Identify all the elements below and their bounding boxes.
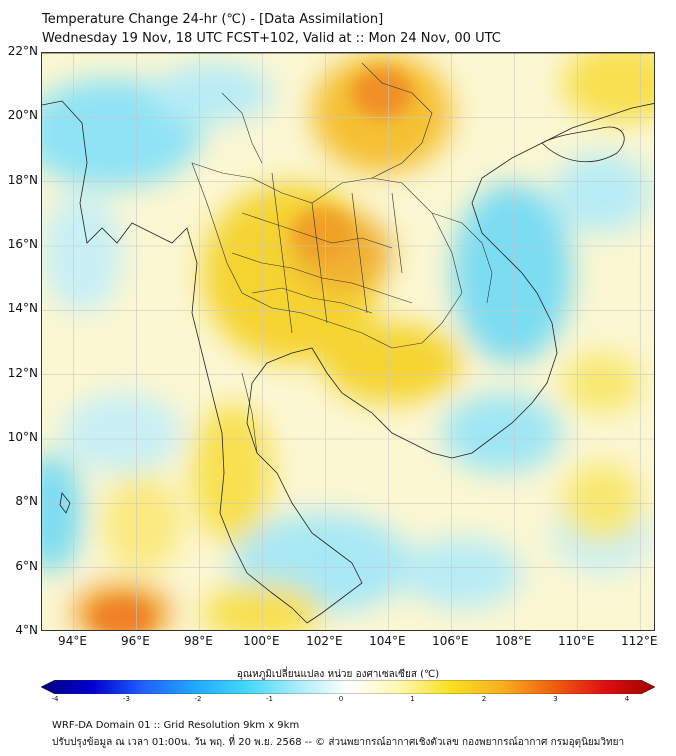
colorbar-tick-label: -3 xyxy=(123,695,130,703)
footer-model-info: WRF-DA Domain 01 :: Grid Resolution 9km … xyxy=(52,720,300,731)
latitude-label: 4°N xyxy=(15,623,38,637)
longitude-label: 106°E xyxy=(432,634,469,648)
latitude-label: 10°N xyxy=(7,430,38,444)
colorbar-tick-label: -1 xyxy=(266,695,273,703)
latitude-label: 20°N xyxy=(7,108,38,123)
colorbar xyxy=(41,680,655,694)
longitude-label: 104°E xyxy=(369,634,406,648)
longitude-label: 102°E xyxy=(306,634,343,648)
colorbar-title: อุณหภูมิเปลี่ยนแปลง หน่วย องศาเซลเซียส (… xyxy=(236,669,440,680)
latitude-label: 18°N xyxy=(7,172,38,187)
latitude-label: 8°N xyxy=(15,494,38,509)
colorbar-tick-label: -2 xyxy=(194,695,202,703)
map-grid xyxy=(42,53,654,630)
longitude-label: 94°E xyxy=(58,634,87,648)
latitude-label: 16°N xyxy=(7,237,38,251)
chart-title: Temperature Change 24-hr (℃) - [Data Ass… xyxy=(42,12,384,27)
longitude-label: 108°E xyxy=(495,634,532,648)
longitude-label: 98°E xyxy=(183,634,213,648)
latitude-label: 22°N xyxy=(7,44,38,58)
longitude-label: 100°E xyxy=(243,634,280,648)
footer-update-info: ปรับปรุงข้อมูล ณ เวลา 01:00น. วัน พฤ. ที… xyxy=(52,737,625,748)
latitude-label: 14°N xyxy=(7,301,38,316)
admin-borders xyxy=(191,62,493,454)
coastlines xyxy=(42,53,654,624)
longitude-label: 110°E xyxy=(558,634,595,648)
latitude-label: 6°N xyxy=(15,558,38,573)
colorbar-tick-label: 2 xyxy=(481,695,487,703)
chart-subtitle: Wednesday 19 Nov, 18 UTC FCST+102, Valid… xyxy=(42,31,501,46)
colorbar-tick-label: -4 xyxy=(51,695,59,703)
temperature-change-map xyxy=(42,53,654,630)
latitude-label: 12°N xyxy=(7,365,38,380)
colorbar-tick-label: 3 xyxy=(553,695,558,703)
colorbar-tick-label: 4 xyxy=(624,695,630,703)
longitude-label: 112°E xyxy=(621,634,658,648)
map-panel[interactable] xyxy=(41,52,655,631)
longitude-label: 96°E xyxy=(121,634,150,648)
colorbar-tick-label: 0 xyxy=(338,695,344,703)
colorbar-tick-label: 1 xyxy=(410,695,415,703)
